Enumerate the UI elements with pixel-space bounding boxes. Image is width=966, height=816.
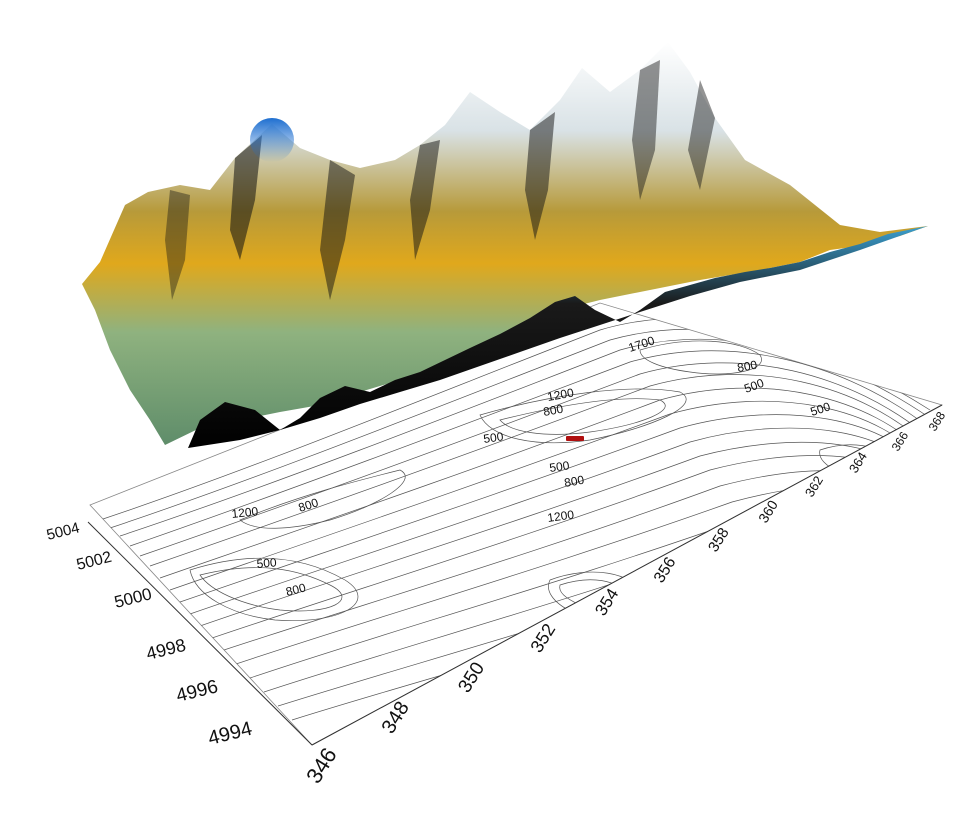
contour-label: 1200 <box>546 385 575 403</box>
y-tick-label: 4994 <box>206 718 255 750</box>
contour-label: 500 <box>742 376 766 396</box>
contour-label: 800 <box>297 495 321 515</box>
x-tick-label: 346 <box>301 743 342 787</box>
y-tick-label: 5004 <box>45 519 81 544</box>
contour-label: 1200 <box>231 504 259 521</box>
x-tick-label: 368 <box>926 409 949 434</box>
contour-label: 1200 <box>546 507 575 525</box>
y-tick-label: 5002 <box>75 549 114 574</box>
terrain-front-skirt <box>188 226 928 448</box>
location-marker <box>566 436 584 441</box>
y-tick-label: 4998 <box>144 635 188 664</box>
contour-label: 800 <box>284 580 307 599</box>
contour-label: 800 <box>563 473 585 490</box>
contour-label: 500 <box>809 399 833 419</box>
peak-highlight <box>250 118 294 162</box>
contour-label: 500 <box>548 458 570 475</box>
terrain-surface <box>82 42 928 448</box>
contour-label: 500 <box>482 429 504 446</box>
contour-label: 500 <box>256 555 277 571</box>
y-tick-label: 5000 <box>112 584 153 612</box>
contour-label: 800 <box>736 358 758 375</box>
y-tick-label: 4996 <box>174 676 220 707</box>
contour-label: 800 <box>542 402 564 419</box>
x-tick-label: 366 <box>889 429 912 454</box>
